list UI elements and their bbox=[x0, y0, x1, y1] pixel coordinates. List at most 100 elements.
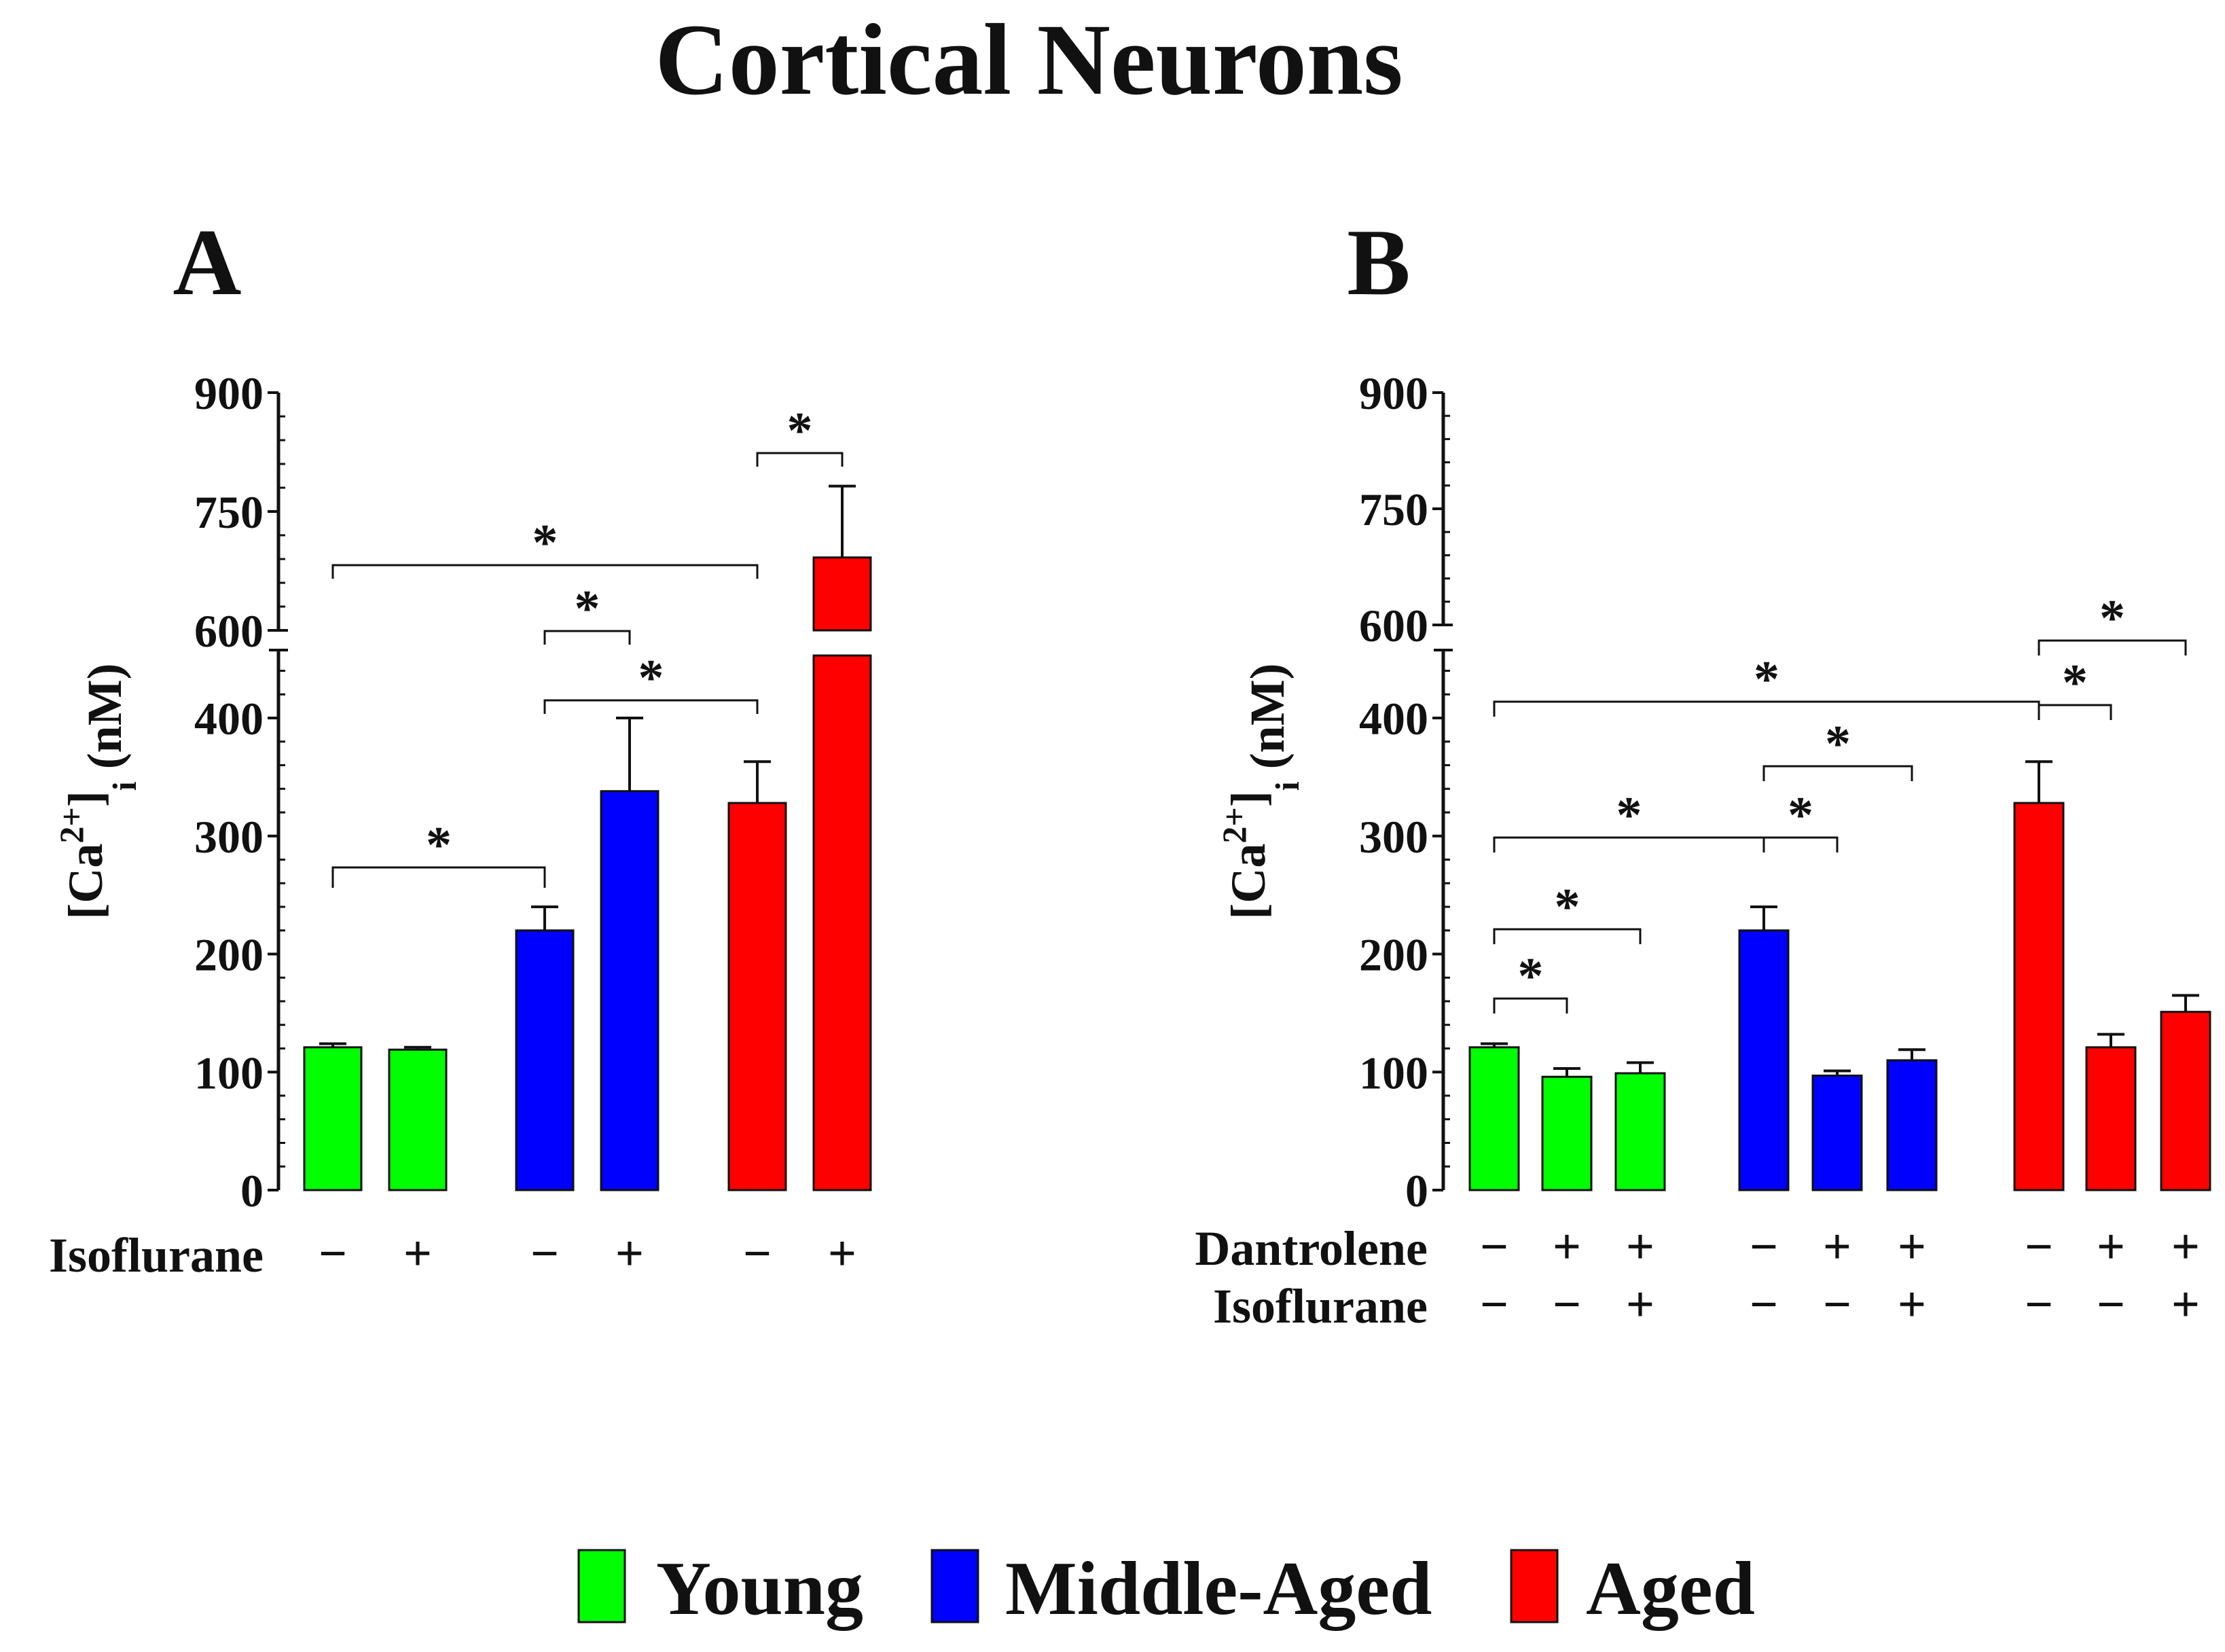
panel-a-significance-star: * bbox=[638, 649, 664, 706]
panel-a-significance-star: * bbox=[575, 580, 600, 637]
panel-a-tick-label: 0 bbox=[240, 1165, 264, 1217]
panel-b-significance-star: * bbox=[1518, 948, 1544, 1005]
legend-swatch-young bbox=[577, 1549, 626, 1623]
panel-b-y-axis-label-part: [Ca bbox=[1221, 844, 1276, 920]
legend-label: Middle-Aged bbox=[1005, 1547, 1432, 1631]
panel-b-tick-label: 300 bbox=[1359, 811, 1428, 863]
panel-a-y-axis-label-part: [Ca bbox=[58, 844, 113, 920]
panel-b-condition-symbol: + bbox=[1553, 1219, 1581, 1275]
panel-b-row-label: Isoflurane bbox=[1213, 1279, 1428, 1333]
panel-b-condition-symbol: − bbox=[1553, 1277, 1581, 1333]
legend: Young Middle-Aged Aged bbox=[577, 1547, 1755, 1631]
panel-b-y-axis-label-part: (nM) bbox=[1240, 663, 1295, 781]
panel-b-condition-symbol: − bbox=[2097, 1277, 2125, 1333]
panel-b-condition-symbol: + bbox=[1626, 1219, 1654, 1275]
panel-a-tick-label: 900 bbox=[194, 367, 264, 419]
panel-b-tick-label: 900 bbox=[1359, 367, 1428, 419]
panel-a-condition-symbol: − bbox=[530, 1226, 559, 1282]
panel-b-condition-symbol: + bbox=[1823, 1219, 1851, 1275]
panel-a-condition-symbol: + bbox=[403, 1226, 432, 1282]
panel-b-significance-star: * bbox=[1555, 878, 1580, 935]
panel-b-significance-star: * bbox=[1616, 787, 1642, 844]
panel-b-tick-label: 750 bbox=[1359, 484, 1428, 535]
panel-b-bar-aged bbox=[2085, 1046, 2137, 1191]
panel-b-tick-label: 600 bbox=[1359, 600, 1428, 651]
panel-b-significance-bracket bbox=[1493, 928, 1642, 944]
panel-a-bar-young bbox=[388, 1048, 448, 1191]
panel-a-significance-bracket bbox=[331, 866, 546, 888]
panel-a-tick-label: 600 bbox=[194, 605, 264, 657]
panel-a-bar-aged-lower bbox=[812, 654, 872, 1191]
panel-a-significance-star: * bbox=[426, 816, 452, 874]
panel-b-significance-bracket bbox=[1762, 836, 1839, 852]
legend-swatch-middle-aged bbox=[930, 1549, 979, 1623]
panel-a-significance-star: * bbox=[787, 402, 813, 459]
panel-b-significance-star: * bbox=[2099, 590, 2125, 647]
panel-a-condition-symbol: − bbox=[743, 1226, 772, 1282]
panel-a-bar-aged-upper bbox=[812, 556, 872, 632]
panel-a-condition-symbol: + bbox=[828, 1226, 856, 1282]
panel-b-y-axis-label-part: i bbox=[1268, 781, 1306, 791]
panel-b-significance-bracket bbox=[1493, 997, 1568, 1013]
panel-b-bar-young bbox=[1541, 1075, 1593, 1191]
panel-a-y-axis-label-part: (nM) bbox=[77, 663, 132, 781]
panel-a-y-axis-label: [Ca2+]i (nM) bbox=[52, 663, 143, 919]
panel-b-bar-aged bbox=[2160, 1011, 2211, 1191]
panel-a-significance-bracket bbox=[756, 452, 844, 467]
panel-a-condition-symbol: − bbox=[319, 1226, 347, 1282]
panel-b-tick-label: 0 bbox=[1405, 1165, 1428, 1217]
panel-a-bar-aged bbox=[727, 802, 787, 1191]
legend-label: Aged bbox=[1586, 1547, 1755, 1631]
panel-a-tick-label: 750 bbox=[194, 486, 264, 538]
legend-swatch-aged bbox=[1510, 1549, 1559, 1623]
panel-b-condition-symbol: + bbox=[2171, 1219, 2200, 1275]
panel-b-tick-label: 200 bbox=[1359, 929, 1428, 981]
panel-b-significance-star: * bbox=[1788, 787, 1813, 844]
panel-a-y-axis-label-part: i bbox=[105, 781, 143, 791]
panel-b-significance-bracket bbox=[2038, 639, 2187, 656]
panel-b-condition-symbol: − bbox=[2025, 1219, 2053, 1275]
panel-b-bar-middle-aged bbox=[1811, 1074, 1863, 1191]
panel-a-bar-middle-aged bbox=[515, 929, 575, 1191]
panel-a-tick-label: 300 bbox=[194, 811, 264, 863]
panel-b-condition-symbol: + bbox=[2097, 1219, 2125, 1275]
panel-b-bar-middle-aged bbox=[1886, 1059, 1938, 1191]
panel-b-bar-young bbox=[1614, 1072, 1666, 1191]
panel-b-significance-star: * bbox=[2062, 654, 2088, 711]
panel-a-tick-label: 100 bbox=[194, 1047, 264, 1098]
panel-a-tick-label: 400 bbox=[194, 693, 264, 744]
panel-b-y-axis-label: [Ca2+]i (nM) bbox=[1215, 663, 1306, 919]
panel-a-y-axis-label-part: ] bbox=[58, 791, 113, 807]
panel-a-significance-bracket bbox=[331, 564, 759, 579]
panel-a-row-label: Isoflurane bbox=[49, 1228, 264, 1282]
panel-a-condition-symbol: + bbox=[615, 1226, 644, 1282]
legend-label: Young bbox=[656, 1547, 863, 1631]
panel-b-row-label: Dantrolene bbox=[1195, 1221, 1428, 1276]
panel-b-bar-aged bbox=[2013, 802, 2065, 1191]
panel-a-bar-middle-aged bbox=[600, 790, 659, 1191]
panel-b-y-axis-label-part: 2+ bbox=[1215, 807, 1253, 844]
panel-b-y-axis-label-part: ] bbox=[1221, 791, 1276, 807]
panel-b-significance-bracket bbox=[2038, 704, 2112, 720]
panel-b-condition-symbol: − bbox=[1480, 1219, 1508, 1275]
panel-b-condition-symbol: + bbox=[1626, 1277, 1654, 1333]
panel-a-significance-bracket bbox=[543, 630, 631, 645]
panel-b-tick-label: 100 bbox=[1359, 1047, 1428, 1098]
panel-b-condition-symbol: − bbox=[1750, 1219, 1778, 1275]
figure-title: Cortical Neurons bbox=[655, 3, 1403, 116]
panel-a-letter: A bbox=[173, 210, 241, 315]
panel-b-tick-label: 400 bbox=[1359, 693, 1428, 744]
panel-b-bar-middle-aged bbox=[1738, 929, 1790, 1191]
panel-b-condition-symbol: + bbox=[2171, 1277, 2200, 1333]
panel-a-tick-label: 200 bbox=[194, 929, 264, 981]
panel-b-letter: B bbox=[1347, 210, 1410, 315]
panel-b-condition-symbol: − bbox=[1750, 1277, 1778, 1333]
panel-b-bar-young bbox=[1468, 1046, 1520, 1191]
panel-b-significance-star: * bbox=[1754, 651, 1779, 708]
panel-b-condition-symbol: + bbox=[1898, 1277, 1926, 1333]
panel-a-y-axis-label-part: 2+ bbox=[52, 807, 90, 844]
panel-b-condition-symbol: − bbox=[1823, 1277, 1851, 1333]
